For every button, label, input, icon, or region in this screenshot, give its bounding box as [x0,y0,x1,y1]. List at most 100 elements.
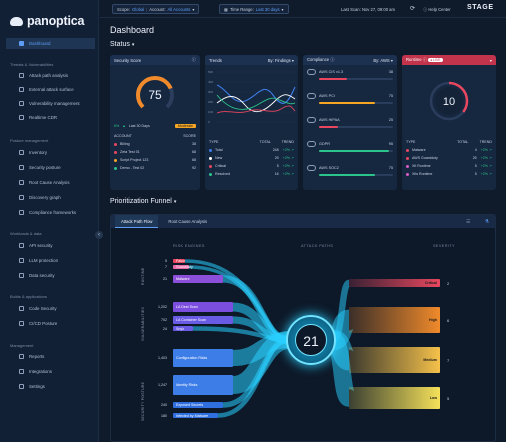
engine-bar[interactable]: Configuration Risks [173,349,233,367]
engine-bar[interactable]: Infected by Malware [173,413,218,418]
engine-bar[interactable]: Guardduty [173,265,193,269]
info-icon[interactable]: ⓘ [422,57,427,62]
severity-bar[interactable]: High [349,307,440,333]
tab-root-cause-analysis[interactable]: Root Cause Analysis [168,219,208,224]
help-center-link[interactable]: ⓘ Help Center [423,7,451,13]
table-row[interactable]: Malware 4 +2% ↗ [402,146,496,154]
sidebar-item-llm-protection[interactable]: LLM protection [5,255,94,266]
compliance-row[interactable]: AWS PCI 75 [303,89,397,113]
score-gauge: 75 [136,76,174,114]
framework-value: 95 [388,142,393,146]
row-total: 4 [474,148,477,152]
series-dot-icon [209,164,212,168]
engine-bar[interactable]: Exposed Secrets [173,402,223,408]
shield-icon [19,165,24,170]
row-type: Critical [215,164,226,168]
funnel-tabs: Attack Path Flow Root Cause Analysis ☰ ⚗ [111,215,495,228]
table-row[interactable]: New 29 +2% ↗ [205,154,298,162]
status-dot-icon [114,150,117,154]
sidebar-item-attack-path[interactable]: Attack path analysis [5,70,94,81]
table-row[interactable]: Billing 38 [110,140,200,148]
trends-filter[interactable]: By: Findings ▾ [267,57,294,63]
sidebar-item-vulnerability[interactable]: Vulnerability management [5,98,94,109]
severity-bar[interactable]: Low [349,387,440,409]
col-total: TOTAL [259,140,271,144]
engine-bar[interactable]: LA Container Scan [173,316,233,324]
time-range-selector[interactable]: ▦ Time Range: Last 30 days ▾ [219,4,289,14]
compliance-row[interactable]: AWS SOC2 75 [303,161,397,185]
collapse-sidebar-button[interactable]: ‹ [95,231,103,239]
row-type: New [215,156,223,160]
table-row[interactable]: Xlts Runtime 5 +2% ↗ [402,170,496,178]
table-view-icon[interactable]: ☰ [466,218,471,225]
sidebar-item-api-security[interactable]: API security [5,240,94,251]
info-icon[interactable]: ⓘ [191,57,196,62]
compliance-row-header: AWS CIS v1.3 38 [307,69,393,75]
api-icon [19,243,24,248]
status-label: Status [110,41,130,48]
card-title: Runtime [406,57,422,62]
table-row[interactable]: Zeta Test 01 68 [110,148,200,156]
sidebar-item-security-posture[interactable]: Security posture [5,162,94,173]
table-row[interactable]: Critical 5 +2% ↗ [205,162,298,170]
sidebar-item-inventory[interactable]: Inventory [5,147,94,158]
sidebar-item-integrations[interactable]: Integrations [5,366,94,377]
sidebar-item-discovery-graph[interactable]: Discovery graph [5,192,94,203]
y-tick: 0 [208,120,210,124]
engine-name: Infected by Malware [176,413,209,418]
sidebar-section-title: Threats & Vulnerabilities [10,62,54,67]
attack-paths-node[interactable]: 21 [286,315,336,365]
engine-bar[interactable]: Falco [173,259,185,263]
row-type: Malware [412,148,426,152]
table-row[interactable]: AWS Guardduty 25 +2% ↗ [402,154,496,162]
sidebar-item-external-attack[interactable]: External attack surface [5,84,94,95]
sidebar-item-root-cause[interactable]: Root Cause Analysis [5,177,94,188]
sidebar-item-data-security[interactable]: Data security [5,270,94,281]
sidebar-item-label: LLM protection [29,258,59,263]
compliance-row[interactable]: AWS HIPAA 25 [303,113,397,137]
score-summary: 6% ▲ Last 30 Days Moderate [110,122,200,130]
status-section-toggle[interactable]: Status ▾ [110,41,134,48]
tab-attack-path-flow[interactable]: Attack Path Flow [115,215,159,228]
sidebar-item-settings[interactable]: Settings [5,381,94,392]
compliance-filter[interactable]: By: AWS ▾ [373,57,393,63]
sidebar-item-dashboard[interactable]: Dashboard [6,38,95,49]
engine-name: Identity Risks [176,383,198,387]
table-header: ACCOUNT SCORE [110,132,200,140]
sidebar-item-code-security[interactable]: Code Security [5,303,94,314]
account-label: Account: [149,6,166,12]
engine-bar[interactable]: Snyk [173,326,193,331]
table-row[interactable]: Total 248 +2% ↗ [205,146,298,154]
engine-bar[interactable]: Identity Risks [173,375,233,395]
card-header: Compliance ⓘ By: AWS ▾ [303,55,397,65]
compliance-row[interactable]: AWS CIS v1.3 38 [303,65,397,89]
refresh-icon[interactable]: ⟳ [410,6,416,12]
table-row[interactable]: Resolved 16 +2% ↗ [205,170,298,178]
sidebar-item-cicd-posture[interactable]: CI/CD Posture [5,318,94,329]
graph-icon [19,195,24,200]
scope-selector[interactable]: Scope: Global | Account: All Accounts ▾ [112,4,200,14]
engine-bar[interactable]: Malware [173,275,223,283]
sidebar-item-compliance[interactable]: Compliance frameworks [5,207,94,218]
flow-view-icon[interactable]: ⚗ [484,218,489,225]
brand-name: panoptica [27,14,85,28]
severity-bar[interactable]: Medium [349,347,440,373]
chevron-down-icon: ▾ [192,6,195,12]
sidebar-section-title: Posture management [10,138,49,143]
severity-bar[interactable]: Critical [349,279,440,287]
sidebar-item-label: Integrations [29,369,52,374]
account-name: Demo - Test 02 [120,166,145,170]
reports-icon [19,354,24,359]
table-row[interactable]: Demo - Test 02 92 [110,164,200,172]
table-row[interactable]: Script Project 123 68 [110,156,200,164]
sidebar-item-reports[interactable]: Reports [5,351,94,362]
engine-bar[interactable]: LA Dest Scan [173,302,233,312]
logo[interactable]: panoptica [10,14,84,28]
table-row[interactable]: Xlt Runtime 5 +2% ↗ [402,162,496,170]
chevron-down-icon[interactable]: ▾ [489,57,492,63]
info-icon[interactable]: ⓘ [330,57,335,62]
col-risk-engines: RISK ENGINES [173,244,205,248]
funnel-section-toggle[interactable]: Prioritization Funnel ▾ [110,198,176,205]
sidebar-item-realtime-cdr[interactable]: Realtime CDR [5,112,94,123]
compliance-row[interactable]: GDPR 95 [303,137,397,161]
